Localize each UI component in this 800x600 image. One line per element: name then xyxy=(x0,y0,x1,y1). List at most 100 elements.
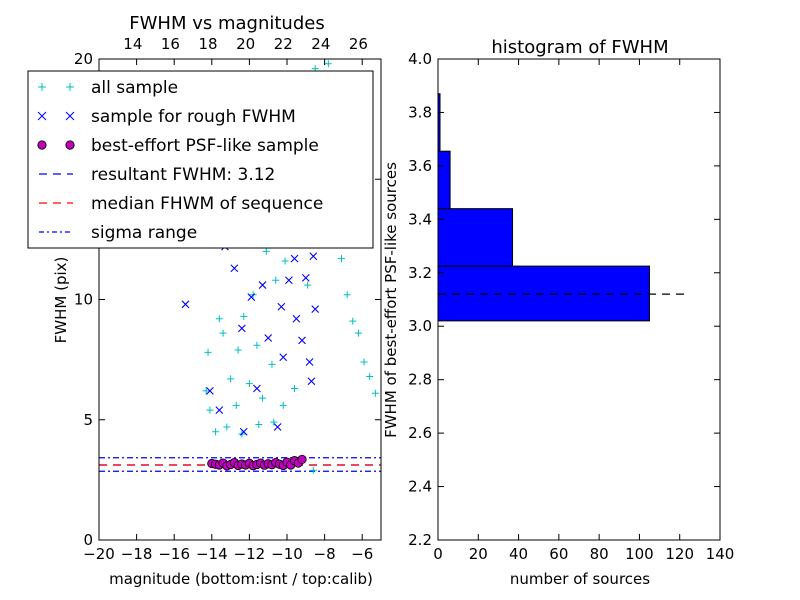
scatter-point-s0-32 xyxy=(349,317,357,325)
scatter-x-axis-label: magnitude (bottom:isnt / top:calib) xyxy=(109,570,373,588)
scatter-top-tick-label: 22 xyxy=(274,35,293,53)
scatter-point-s1-5 xyxy=(237,324,246,333)
scatter-top-tick-label: 24 xyxy=(311,35,330,53)
scatter-x-tick-label: −8 xyxy=(314,545,336,563)
scatter-point-s0-44 xyxy=(309,466,317,474)
scatter-x-tick-label: −14 xyxy=(196,545,228,563)
scatter-point-s0-3 xyxy=(215,315,223,323)
histogram-x-tick-label: 20 xyxy=(469,545,488,563)
scatter-point-s1-0 xyxy=(181,300,190,309)
scatter-top-tick-label: 20 xyxy=(236,35,255,53)
histogram-y-tick-label: 3.4 xyxy=(408,210,432,228)
legend-label-3: resultant FWHM: 3.12 xyxy=(91,165,275,185)
scatter-point-s0-12 xyxy=(259,394,267,402)
scatter-point-s0-28 xyxy=(324,60,332,68)
scatter-top-tick-label: 26 xyxy=(349,35,368,53)
legend-marker-0 xyxy=(38,83,46,91)
scatter-x-tick-label: −16 xyxy=(158,545,190,563)
legend-marker-2 xyxy=(65,140,75,150)
scatter-top-tick-label: 16 xyxy=(161,35,180,53)
histogram-x-tick-label: 40 xyxy=(509,545,528,563)
histogram-frame xyxy=(437,58,721,541)
scatter-point-s0-0 xyxy=(204,348,212,356)
scatter-title: FWHM vs magnitudes xyxy=(129,13,324,34)
scatter-point-s0-9 xyxy=(245,380,253,388)
legend-label-4: median FHWM of sequence xyxy=(91,194,323,214)
scatter-point-s0-35 xyxy=(366,372,374,380)
legend-marker-0 xyxy=(66,83,74,91)
scatter-point-s0-13 xyxy=(262,247,270,255)
legend-marker-1 xyxy=(37,111,47,121)
scatter-point-s1-15 xyxy=(279,353,288,362)
histogram-bar-0 xyxy=(437,265,650,322)
scatter-point-s1-21 xyxy=(292,314,301,323)
scatter-point-s0-30 xyxy=(338,255,346,263)
scatter-point-s0-31 xyxy=(343,291,351,299)
scatter-point-s1-8 xyxy=(253,384,261,393)
scatter-top-tick-label: 18 xyxy=(198,35,217,53)
scatter-point-s2-24 xyxy=(297,454,307,465)
histogram-y-tick-label: 3.0 xyxy=(408,317,432,335)
histogram-x-tick-label: 60 xyxy=(549,545,568,563)
scatter-point-s0-17 xyxy=(281,257,289,265)
scatter-point-s1-28 xyxy=(305,358,314,366)
scatter-point-s1-6 xyxy=(239,427,248,436)
histogram-x-tick-label: 100 xyxy=(625,545,654,563)
scatter-point-s0-41 xyxy=(270,418,278,426)
scatter-point-s1-17 xyxy=(284,276,293,285)
histogram-y-tick-label: 2.6 xyxy=(408,424,432,442)
histogram-y-tick-label: 3.8 xyxy=(408,103,432,121)
scatter-point-s0-2 xyxy=(206,406,214,414)
scatter-point-s1-30 xyxy=(307,377,316,386)
scatter-y-tick-label: 5 xyxy=(83,411,93,429)
histogram-title: histogram of FWHM xyxy=(491,37,668,58)
scatter-x-tick-label: −12 xyxy=(234,545,266,563)
scatter-x-tick-label: −20 xyxy=(83,545,115,563)
histogram-x-axis-label: number of sources xyxy=(510,570,650,588)
scatter-legend: all sample sample for rough FWHM best-effo… xyxy=(27,70,374,249)
scatter-x-tick-label: −18 xyxy=(121,545,153,563)
histogram-x-tick-label: 80 xyxy=(590,545,609,563)
legend-marker-2 xyxy=(37,140,47,150)
scatter-point-s0-15 xyxy=(272,276,280,284)
scatter-point-s0-5 xyxy=(227,375,235,383)
scatter-y-axis-label: FWHM (pix) xyxy=(52,257,70,344)
scatter-point-s0-14 xyxy=(268,360,276,368)
histogram-x-tick-label: 140 xyxy=(706,545,735,563)
legend-box xyxy=(27,70,374,249)
scatter-point-s1-7 xyxy=(247,293,256,301)
histogram-x-tick-label: 0 xyxy=(433,545,443,563)
scatter-point-s1-20 xyxy=(290,254,299,263)
scatter-point-s0-8 xyxy=(240,312,248,320)
scatter-point-s0-11 xyxy=(253,341,261,349)
scatter-y-tick-label: 10 xyxy=(74,291,93,309)
scatter-point-s0-4 xyxy=(219,329,227,337)
scatter-x-tick-label: −10 xyxy=(271,545,303,563)
scatter-point-s1-26 xyxy=(301,273,310,282)
histogram-y-tick-label: 4.0 xyxy=(408,50,432,68)
scatter-point-s0-6 xyxy=(232,401,240,409)
scatter-y-tick-label: 20 xyxy=(74,50,93,68)
scatter-point-s0-42 xyxy=(279,401,287,409)
scatter-point-s1-24 xyxy=(298,336,306,345)
scatter-point-s0-1 xyxy=(202,387,210,395)
scatter-point-s0-34 xyxy=(360,358,368,366)
scatter-point-s1-32 xyxy=(311,305,320,314)
scatter-point-s1-2 xyxy=(215,406,224,415)
histogram-y-tick-label: 3.2 xyxy=(408,264,432,282)
scatter-point-s1-1 xyxy=(206,387,214,395)
histogram-bar-2 xyxy=(437,150,451,210)
scatter-y-tick-label: 0 xyxy=(83,531,93,549)
scatter-top-tick-label: 14 xyxy=(123,35,142,53)
scatter-point-s0-36 xyxy=(371,389,379,397)
histogram-y-tick-label: 2.8 xyxy=(408,371,432,389)
scatter-point-s0-38 xyxy=(223,423,231,431)
scatter-x-tick-label: −6 xyxy=(351,545,373,563)
scatter-point-s1-13 xyxy=(273,423,282,431)
scatter-point-s1-14 xyxy=(277,302,286,311)
histogram-y-tick-label: 2.2 xyxy=(408,531,432,549)
scatter-point-s0-40 xyxy=(255,421,263,429)
histogram-bar-1 xyxy=(437,208,514,267)
scatter-point-s0-7 xyxy=(234,346,242,354)
